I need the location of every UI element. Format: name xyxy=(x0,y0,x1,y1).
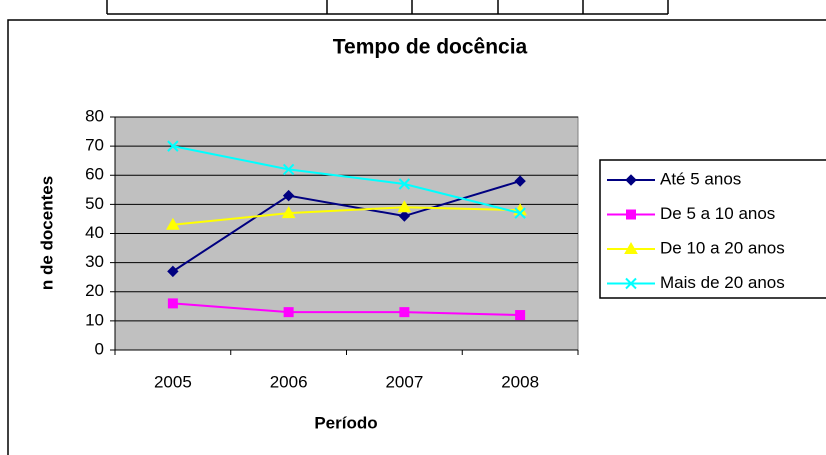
marker xyxy=(281,206,296,219)
legend-label: De 5 a 10 anos xyxy=(660,204,775,223)
marker xyxy=(167,140,179,152)
x-tick-label: 2005 xyxy=(154,372,192,391)
marker xyxy=(398,210,411,222)
legend-marker xyxy=(626,209,636,220)
chart-title: Tempo de docência xyxy=(333,36,528,59)
legend-marker xyxy=(625,174,637,186)
y-tick-label: 70 xyxy=(85,136,104,155)
marker xyxy=(282,163,295,176)
series-line xyxy=(172,206,521,226)
legend-marker xyxy=(625,277,637,290)
series-line xyxy=(172,302,521,317)
x-axis-label: Período xyxy=(314,413,377,432)
legend-label: De 10 a 20 anos xyxy=(660,238,785,257)
y-tick-label: 40 xyxy=(85,223,104,242)
marker xyxy=(167,298,178,309)
y-tick-label: 0 xyxy=(95,339,104,358)
marker xyxy=(166,217,180,230)
y-tick-label: 10 xyxy=(85,310,104,329)
marker xyxy=(514,175,526,187)
marker xyxy=(167,265,179,278)
x-tick-label: 2007 xyxy=(385,372,423,391)
marker xyxy=(398,178,411,190)
y-tick-label: 80 xyxy=(85,106,104,125)
marker xyxy=(399,307,410,318)
marker xyxy=(397,200,412,213)
marker xyxy=(514,207,526,219)
y-axis-label: n de docentes xyxy=(37,176,56,290)
legend-label: Mais de 20 anos xyxy=(660,273,785,292)
y-tick-label: 50 xyxy=(85,194,104,213)
marker xyxy=(283,307,294,318)
table-fragment xyxy=(106,0,669,15)
y-tick-label: 20 xyxy=(85,281,104,300)
x-tick-label: 2008 xyxy=(501,372,539,391)
legend-label: Até 5 anos xyxy=(660,169,741,188)
series-line xyxy=(172,145,521,215)
legend xyxy=(599,159,826,299)
legend-marker xyxy=(624,241,638,254)
marker xyxy=(515,310,526,321)
marker xyxy=(282,189,295,202)
x-tick-label: 2006 xyxy=(270,372,308,391)
y-tick-label: 30 xyxy=(85,252,104,271)
y-tick-label: 60 xyxy=(85,165,104,184)
